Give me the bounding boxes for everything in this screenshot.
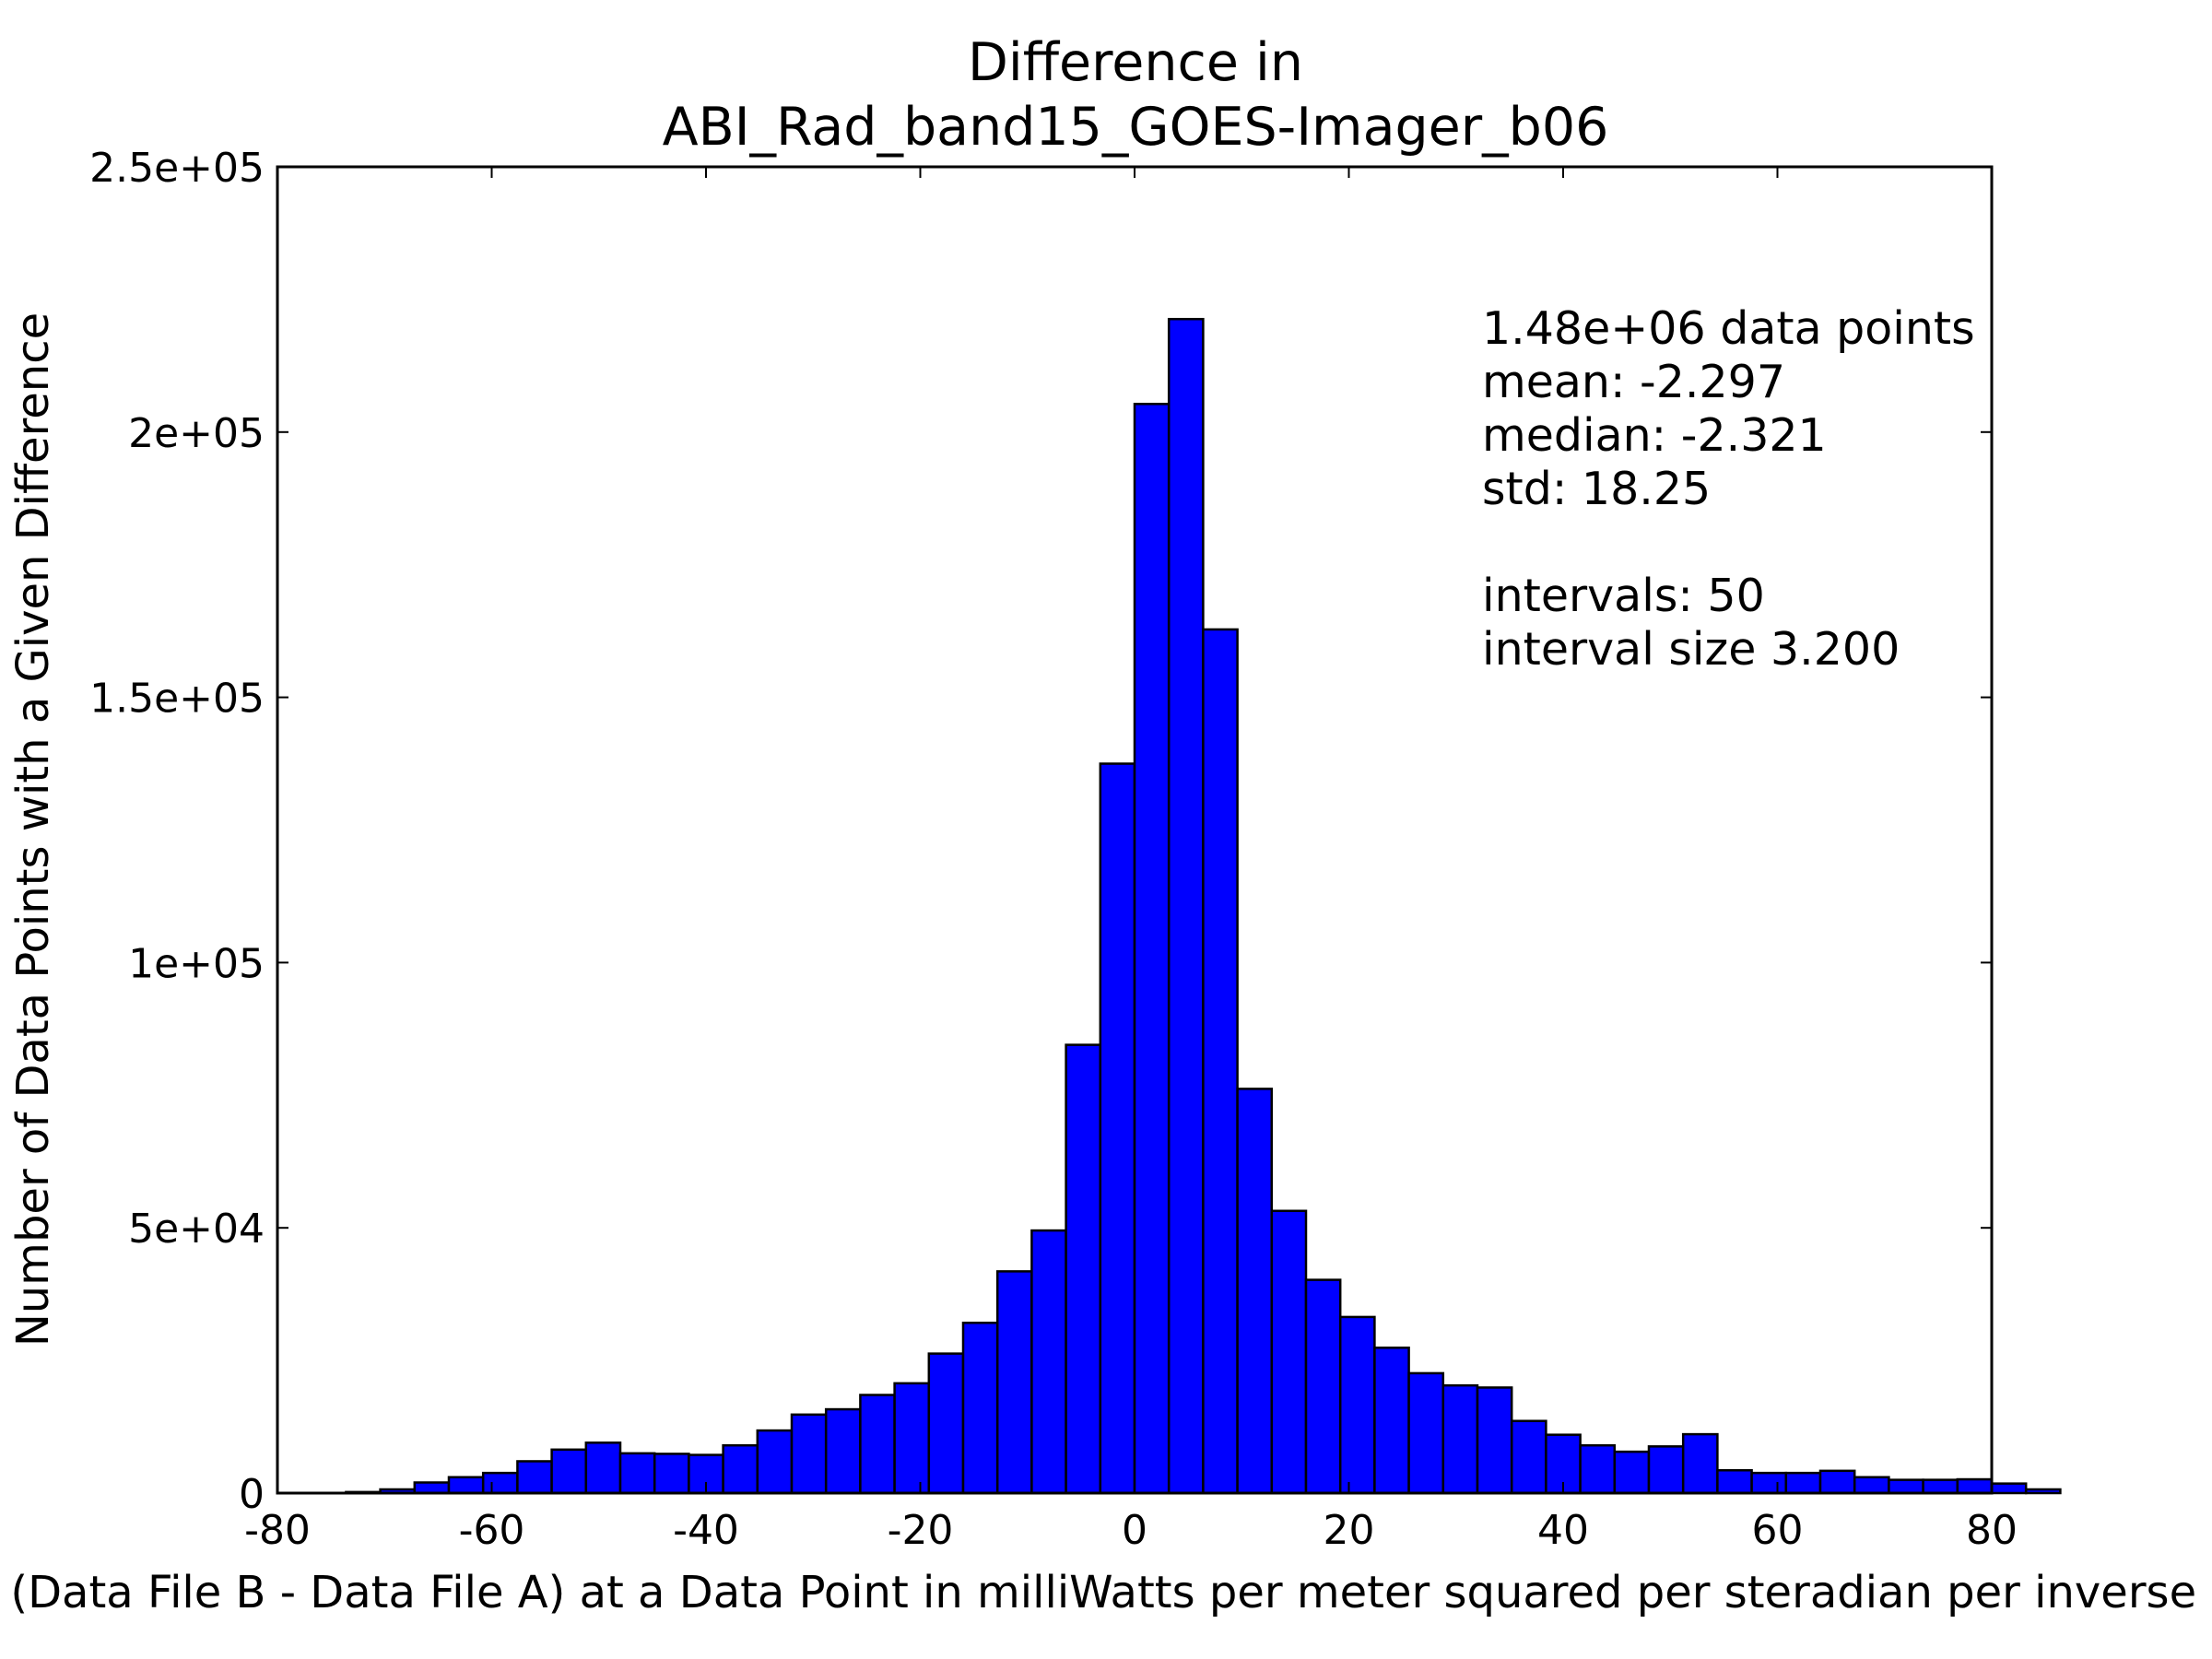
histogram-bar	[1338, 1315, 1376, 1495]
histogram-bar	[824, 1407, 862, 1495]
y-tick-label: 1.5e+05	[89, 676, 265, 723]
x-tick-label: -60	[459, 1507, 525, 1554]
y-axis-tick-labels: 0 5e+04 1e+05 1.5e+05 2e+05 2.5e+05	[89, 145, 265, 1518]
histogram-bar	[1956, 1477, 1994, 1495]
histogram-bar	[1888, 1478, 1924, 1495]
histogram-bar	[790, 1413, 828, 1495]
statistics-line: intervals: 50	[1482, 570, 1765, 622]
histogram-bar	[1304, 1278, 1342, 1495]
histogram-bar	[1818, 1469, 1856, 1495]
histogram-bar	[1476, 1386, 1513, 1495]
x-tick-label: 20	[1324, 1507, 1375, 1554]
histogram-bar	[1784, 1471, 1822, 1495]
histogram-bar	[447, 1476, 485, 1495]
chart-title-line-2: ABI_Rad_band15_GOES-Imager_b06	[663, 97, 1609, 158]
histogram-bar	[1990, 1482, 2028, 1495]
histogram-bar	[1065, 1043, 1102, 1495]
histogram-bar	[1681, 1432, 1719, 1495]
x-tick-label: 0	[1122, 1507, 1147, 1554]
plot-area-frame	[276, 165, 1994, 1495]
histogram-bar	[618, 1452, 656, 1495]
histogram-bar	[1750, 1471, 1788, 1495]
histogram-bar	[1133, 403, 1171, 1495]
histogram-bar	[584, 1441, 622, 1495]
x-tick-label: -20	[888, 1507, 954, 1554]
x-tick-label: 40	[1537, 1507, 1589, 1554]
histogram-bar	[927, 1352, 965, 1495]
histogram-bar	[1030, 1229, 1067, 1495]
statistics-line: interval size 3.200	[1482, 623, 1900, 676]
histogram-bar	[1167, 317, 1205, 1495]
histogram-bars	[345, 317, 2062, 1495]
histogram-bar	[1510, 1419, 1547, 1495]
histogram-bar	[2024, 1488, 2062, 1495]
histogram-bar	[859, 1394, 896, 1495]
histogram-bar	[481, 1471, 519, 1495]
chart-title-line-1: Difference in	[968, 32, 1303, 93]
histogram-bar	[1270, 1209, 1308, 1495]
histogram-bar	[1099, 762, 1136, 1495]
histogram-bar	[1441, 1383, 1479, 1495]
x-tick-label: 80	[1966, 1507, 2018, 1554]
histogram-bar	[653, 1453, 690, 1495]
histogram-bar	[1647, 1445, 1685, 1495]
histogram-bar	[1922, 1478, 1959, 1495]
statistics-line: median: -2.321	[1482, 409, 1827, 462]
histogram-bar	[961, 1321, 999, 1495]
y-tick-label: 0	[239, 1471, 265, 1518]
y-tick-label: 1e+05	[128, 940, 265, 987]
histogram-bar	[550, 1448, 588, 1495]
histogram-bar	[1373, 1347, 1410, 1495]
histogram-bar	[722, 1443, 759, 1495]
y-tick-label: 2.5e+05	[89, 145, 265, 192]
histogram-bar	[1236, 1088, 1274, 1495]
x-tick-label: -40	[673, 1507, 739, 1554]
histogram-bar	[1202, 628, 1239, 1495]
x-tick-label: 60	[1752, 1507, 1804, 1554]
x-axis-tick-labels: -80 -60 -40 -20 0 20 40 60 80	[244, 1507, 2018, 1554]
statistics-line: mean: -2.297	[1482, 356, 1785, 408]
histogram-bar	[995, 1270, 1033, 1495]
x-axis-label: Value of (Data File B - Data File A) at …	[0, 1567, 2212, 1618]
histogram-bar	[413, 1481, 451, 1495]
histogram-bar	[516, 1460, 553, 1495]
histogram-bar	[1407, 1371, 1445, 1495]
histogram-bar	[1853, 1476, 1890, 1495]
histogram-bar	[1613, 1450, 1651, 1495]
y-tick-label: 2e+05	[128, 410, 265, 457]
statistics-line: std: 18.25	[1482, 463, 1711, 515]
histogram-bar	[1579, 1443, 1617, 1495]
statistics-line: 1.48e+06 data points	[1482, 302, 1975, 355]
y-tick-label: 5e+04	[128, 1206, 265, 1253]
histogram-bar	[1716, 1468, 1753, 1495]
y-axis-label: Number of Data Points with a Given Diffe…	[7, 312, 59, 1347]
histogram-bar	[893, 1382, 931, 1495]
histogram-bar	[756, 1429, 794, 1495]
x-tick-label: -80	[244, 1507, 311, 1554]
